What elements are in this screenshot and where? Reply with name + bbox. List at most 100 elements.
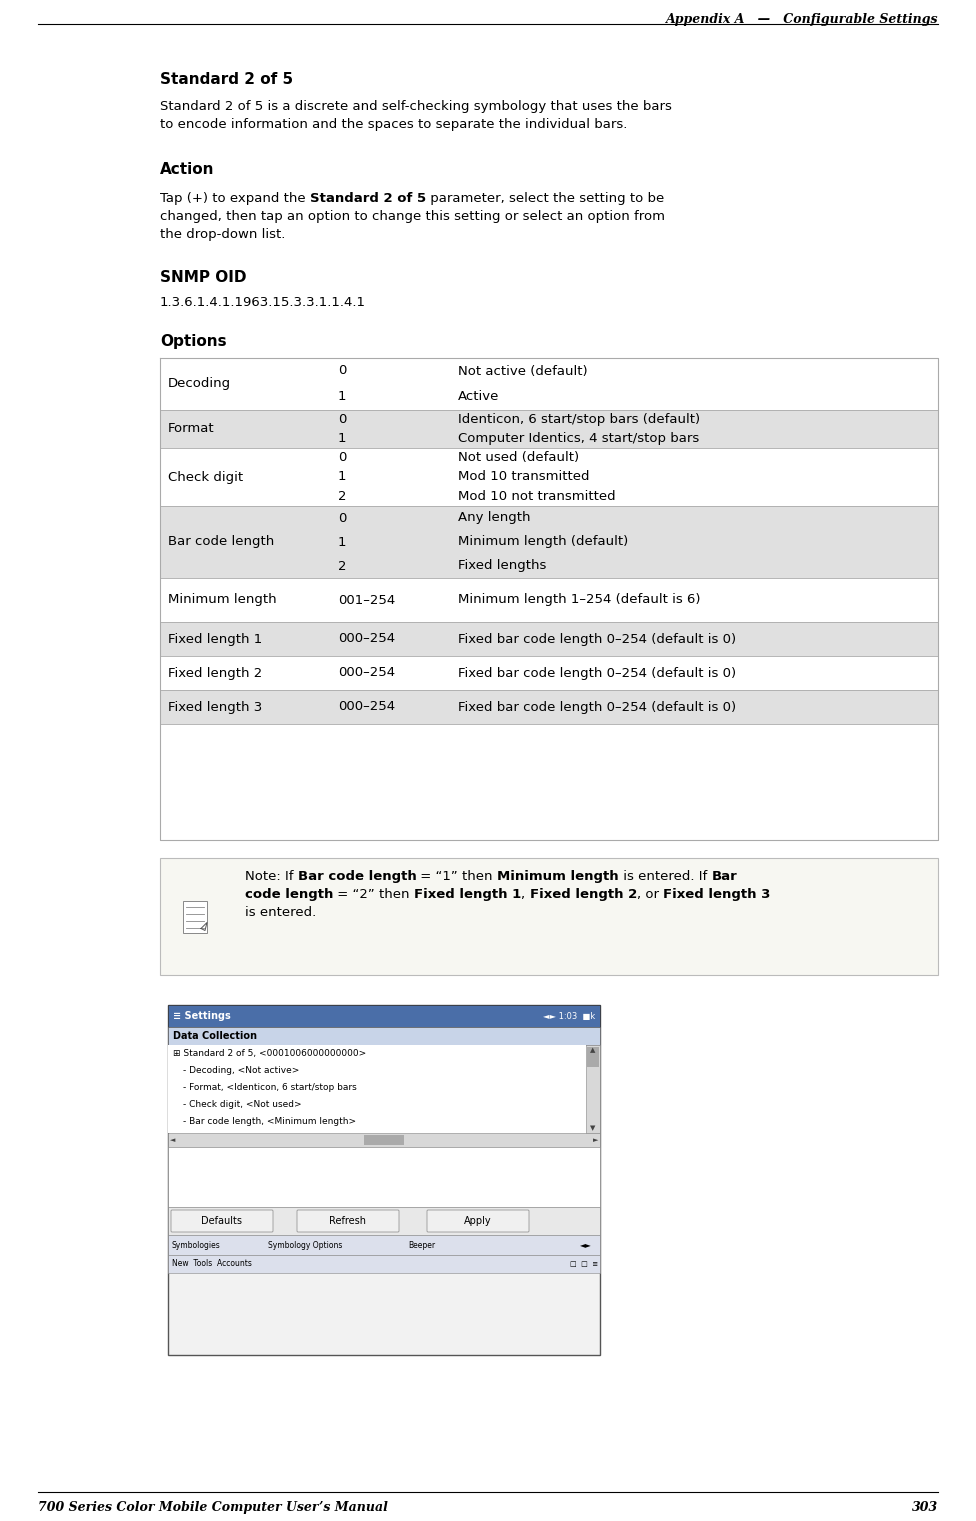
Text: Refresh: Refresh xyxy=(330,1215,367,1226)
Bar xyxy=(160,691,938,724)
Bar xyxy=(160,411,938,449)
Bar xyxy=(168,1255,600,1273)
Text: 0: 0 xyxy=(338,365,346,377)
Text: New  Tools  Accounts: New Tools Accounts xyxy=(172,1259,252,1269)
Bar xyxy=(160,506,938,578)
Text: 700 Series Color Mobile Computer User’s Manual: 700 Series Color Mobile Computer User’s … xyxy=(38,1501,387,1513)
Text: □  □  ≡: □ □ ≡ xyxy=(570,1261,598,1267)
Text: parameter, select the setting to be: parameter, select the setting to be xyxy=(426,192,665,205)
Text: If: If xyxy=(285,870,298,884)
Text: Not active (default): Not active (default) xyxy=(458,365,588,377)
Text: 1: 1 xyxy=(338,391,346,403)
Text: Fixed bar code length 0–254 (default is 0): Fixed bar code length 0–254 (default is … xyxy=(458,701,736,713)
Text: Format: Format xyxy=(168,423,215,435)
Text: Minimum length (default): Minimum length (default) xyxy=(458,535,629,549)
Text: 000–254: 000–254 xyxy=(338,666,395,680)
Text: Not used (default): Not used (default) xyxy=(458,452,579,464)
Text: Action: Action xyxy=(160,163,215,176)
Text: ≡ Settings: ≡ Settings xyxy=(173,1011,230,1021)
Text: Minimum length 1–254 (default is 6): Minimum length 1–254 (default is 6) xyxy=(458,593,701,607)
Text: code length: code length xyxy=(245,888,334,900)
Text: 0: 0 xyxy=(338,452,346,464)
Bar xyxy=(160,622,938,656)
Text: Tap (+) to expand the: Tap (+) to expand the xyxy=(160,192,309,205)
Text: Fixed bar code length 0–254 (default is 0): Fixed bar code length 0–254 (default is … xyxy=(458,666,736,680)
Text: Bar code length: Bar code length xyxy=(168,535,274,549)
Text: Decoding: Decoding xyxy=(168,377,231,391)
Text: Mod 10 not transmitted: Mod 10 not transmitted xyxy=(458,490,616,503)
Text: Active: Active xyxy=(458,391,500,403)
Text: ⊞ Standard 2 of 5, <0001006000000000>: ⊞ Standard 2 of 5, <0001006000000000> xyxy=(173,1049,366,1059)
Bar xyxy=(168,1147,600,1208)
FancyBboxPatch shape xyxy=(427,1211,529,1232)
Text: Symbologies: Symbologies xyxy=(172,1241,221,1249)
Text: Bar: Bar xyxy=(712,870,737,884)
Bar xyxy=(168,1208,600,1235)
Text: Check digit: Check digit xyxy=(168,470,243,484)
Text: Fixed length 1: Fixed length 1 xyxy=(168,633,263,645)
Text: Standard 2 of 5 is a discrete and self-checking symbology that uses the bars: Standard 2 of 5 is a discrete and self-c… xyxy=(160,100,671,113)
Text: , or: , or xyxy=(637,888,664,900)
Text: Computer Identics, 4 start/stop bars: Computer Identics, 4 start/stop bars xyxy=(458,432,699,446)
Text: ►: ► xyxy=(592,1138,598,1142)
Text: Options: Options xyxy=(160,335,226,348)
Text: changed, then tap an option to change this setting or select an option from: changed, then tap an option to change th… xyxy=(160,210,665,224)
Text: ◄►: ◄► xyxy=(580,1241,591,1249)
Text: Symbology Options: Symbology Options xyxy=(268,1241,343,1249)
Text: 1: 1 xyxy=(338,535,346,549)
Bar xyxy=(587,1046,599,1068)
Text: is entered. If: is entered. If xyxy=(619,870,712,884)
Text: Beeper: Beeper xyxy=(408,1241,435,1249)
Text: 1: 1 xyxy=(338,432,346,446)
Text: 1: 1 xyxy=(338,470,346,484)
Text: Fixed lengths: Fixed lengths xyxy=(458,560,547,572)
Text: 000–254: 000–254 xyxy=(338,701,395,713)
Text: Identicon, 6 start/stop bars (default): Identicon, 6 start/stop bars (default) xyxy=(458,414,700,426)
Text: 000–254: 000–254 xyxy=(338,633,395,645)
FancyBboxPatch shape xyxy=(297,1211,399,1232)
Text: Defaults: Defaults xyxy=(201,1215,242,1226)
Bar xyxy=(183,900,207,932)
Bar xyxy=(586,1045,600,1133)
FancyBboxPatch shape xyxy=(171,1211,273,1232)
Bar xyxy=(168,1133,600,1147)
Text: Data Collection: Data Collection xyxy=(173,1031,257,1040)
Text: Bar code length: Bar code length xyxy=(298,870,417,884)
Text: Note:: Note: xyxy=(245,870,285,884)
Text: to encode information and the spaces to separate the individual bars.: to encode information and the spaces to … xyxy=(160,119,628,131)
Text: SNMP OID: SNMP OID xyxy=(160,271,247,284)
Bar xyxy=(168,1045,586,1133)
Text: = “2” then: = “2” then xyxy=(334,888,414,900)
Text: Fixed length 1: Fixed length 1 xyxy=(414,888,521,900)
Text: ◄: ◄ xyxy=(170,1138,176,1142)
Bar xyxy=(364,1135,404,1145)
Text: Fixed length 3: Fixed length 3 xyxy=(664,888,771,900)
Text: Any length: Any length xyxy=(458,511,531,525)
Bar xyxy=(168,1005,600,1027)
Text: Fixed length 2: Fixed length 2 xyxy=(530,888,637,900)
Bar xyxy=(168,1027,600,1045)
Text: - Bar code length, <Minimum length>: - Bar code length, <Minimum length> xyxy=(183,1116,356,1126)
Text: Fixed bar code length 0–254 (default is 0): Fixed bar code length 0–254 (default is … xyxy=(458,633,736,645)
Text: 1.3.6.1.4.1.1963.15.3.3.1.1.4.1: 1.3.6.1.4.1.1963.15.3.3.1.1.4.1 xyxy=(160,297,366,309)
Bar xyxy=(160,858,938,975)
Text: ▲: ▲ xyxy=(590,1046,595,1053)
Bar xyxy=(168,1235,600,1255)
Text: the drop-down list.: the drop-down list. xyxy=(160,228,285,240)
Text: - Check digit, <Not used>: - Check digit, <Not used> xyxy=(183,1100,302,1109)
Text: Standard 2 of 5: Standard 2 of 5 xyxy=(309,192,426,205)
Text: Mod 10 transmitted: Mod 10 transmitted xyxy=(458,470,590,484)
Text: Standard 2 of 5: Standard 2 of 5 xyxy=(160,71,293,87)
Bar xyxy=(168,1005,600,1355)
Text: ,: , xyxy=(521,888,530,900)
Text: 2: 2 xyxy=(338,560,346,572)
Text: 0: 0 xyxy=(338,414,346,426)
Text: is entered.: is entered. xyxy=(245,907,316,919)
Text: = “1” then: = “1” then xyxy=(417,870,497,884)
Text: 303: 303 xyxy=(912,1501,938,1513)
Text: 0: 0 xyxy=(338,511,346,525)
Text: Minimum length: Minimum length xyxy=(168,593,276,607)
Text: Apply: Apply xyxy=(465,1215,492,1226)
Text: Appendix A   —   Configurable Settings: Appendix A — Configurable Settings xyxy=(666,14,938,26)
Text: Fixed length 3: Fixed length 3 xyxy=(168,701,263,713)
